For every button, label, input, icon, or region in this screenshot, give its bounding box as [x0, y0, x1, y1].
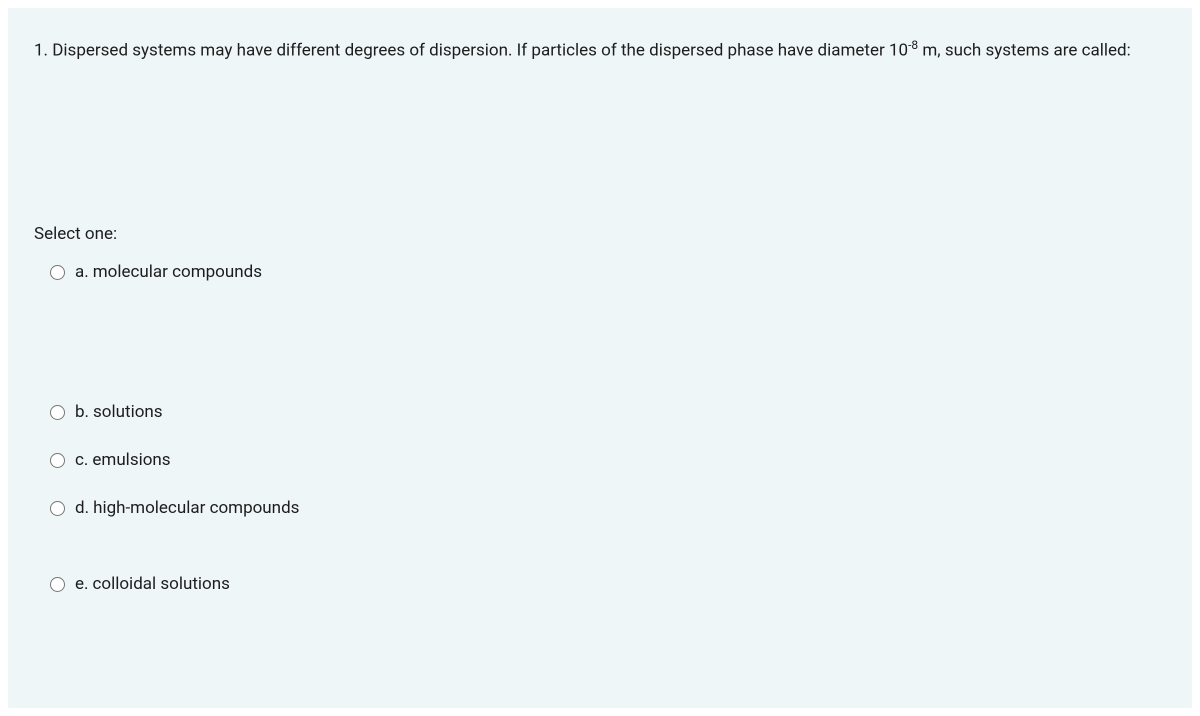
option-radio-c[interactable]: [50, 453, 65, 468]
option-text: high-molecular compounds: [93, 498, 299, 518]
option-radio-d[interactable]: [50, 501, 65, 516]
option-text: colloidal solutions: [93, 574, 230, 594]
option-label: b.: [75, 402, 89, 422]
option-label: e.: [75, 574, 89, 594]
question-container: 1. Dispersed systems may have different …: [8, 8, 1192, 708]
option-radio-b[interactable]: [50, 405, 65, 420]
option-label: d.: [75, 498, 89, 518]
option-row: b.solutions: [50, 402, 1166, 422]
question-number: 1.: [34, 41, 48, 61]
question-body-before: Dispersed systems may have different deg…: [52, 41, 908, 61]
option-label: a.: [75, 262, 89, 282]
options-list: a.molecular compounds b.solutions c.emulsi…: [34, 262, 1166, 594]
question-text: 1. Dispersed systems may have different …: [34, 36, 1166, 64]
option-text: emulsions: [92, 450, 170, 470]
option-row: d.high-molecular compounds: [50, 498, 1166, 518]
option-row: c.emulsions: [50, 450, 1166, 470]
question-body-after: m, such systems are called:: [918, 41, 1131, 61]
option-row: a.molecular compounds: [50, 262, 1166, 282]
option-radio-e[interactable]: [50, 577, 65, 592]
select-prompt: Select one:: [34, 224, 1166, 244]
option-row: e.colloidal solutions: [50, 574, 1166, 594]
option-text: solutions: [93, 402, 163, 422]
question-superscript: -8: [908, 38, 918, 52]
option-label: c.: [75, 450, 88, 470]
option-text: molecular compounds: [93, 262, 262, 282]
option-radio-a[interactable]: [50, 265, 65, 280]
